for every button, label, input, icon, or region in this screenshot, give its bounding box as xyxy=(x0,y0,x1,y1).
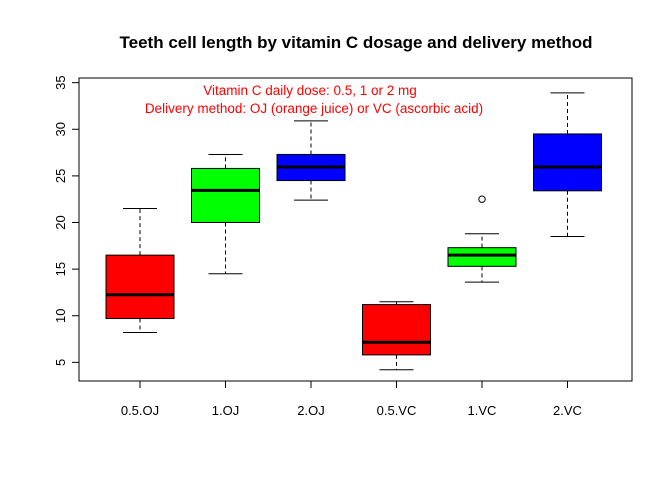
y-tick-label: 35 xyxy=(53,75,68,89)
x-tick-label: 1.VC xyxy=(468,403,497,418)
outlier-point xyxy=(478,195,486,203)
plot-frame xyxy=(78,77,633,382)
y-tick-label: 20 xyxy=(53,215,68,229)
chart-title: Teeth cell length by vitamin C dosage an… xyxy=(120,33,593,52)
x-tick-label: 0.5.OJ xyxy=(121,403,159,418)
x-tick-label: 1.OJ xyxy=(212,403,239,418)
y-tick-label: 5 xyxy=(53,359,68,366)
annotation-delivery-method: Delivery method: OJ (orange juice) or VC… xyxy=(145,101,483,116)
y-tick-label: 15 xyxy=(53,262,68,276)
y-tick-label: 25 xyxy=(53,169,68,183)
x-tick-label: 2.VC xyxy=(553,403,582,418)
box-1-OJ xyxy=(191,167,260,224)
y-tick-label: 10 xyxy=(53,309,68,323)
plot-area: 5 10 15 20 25 30 35 0.5.OJ 1.OJ 2.OJ 0.5.VC 1.VC 2.V… xyxy=(53,75,633,418)
box-0-5-VC xyxy=(362,304,431,356)
box-0-5-OJ xyxy=(105,254,175,320)
box-1-VC xyxy=(447,247,517,267)
x-tick-label: 0.5.VC xyxy=(377,403,417,418)
y-tick-label: 30 xyxy=(53,122,68,136)
x-tick-label: 2.OJ xyxy=(297,403,324,418)
box-2-VC xyxy=(533,133,602,192)
annotation-dose: Vitamin C daily dose: 0.5, 1 or 2 mg xyxy=(203,83,417,98)
